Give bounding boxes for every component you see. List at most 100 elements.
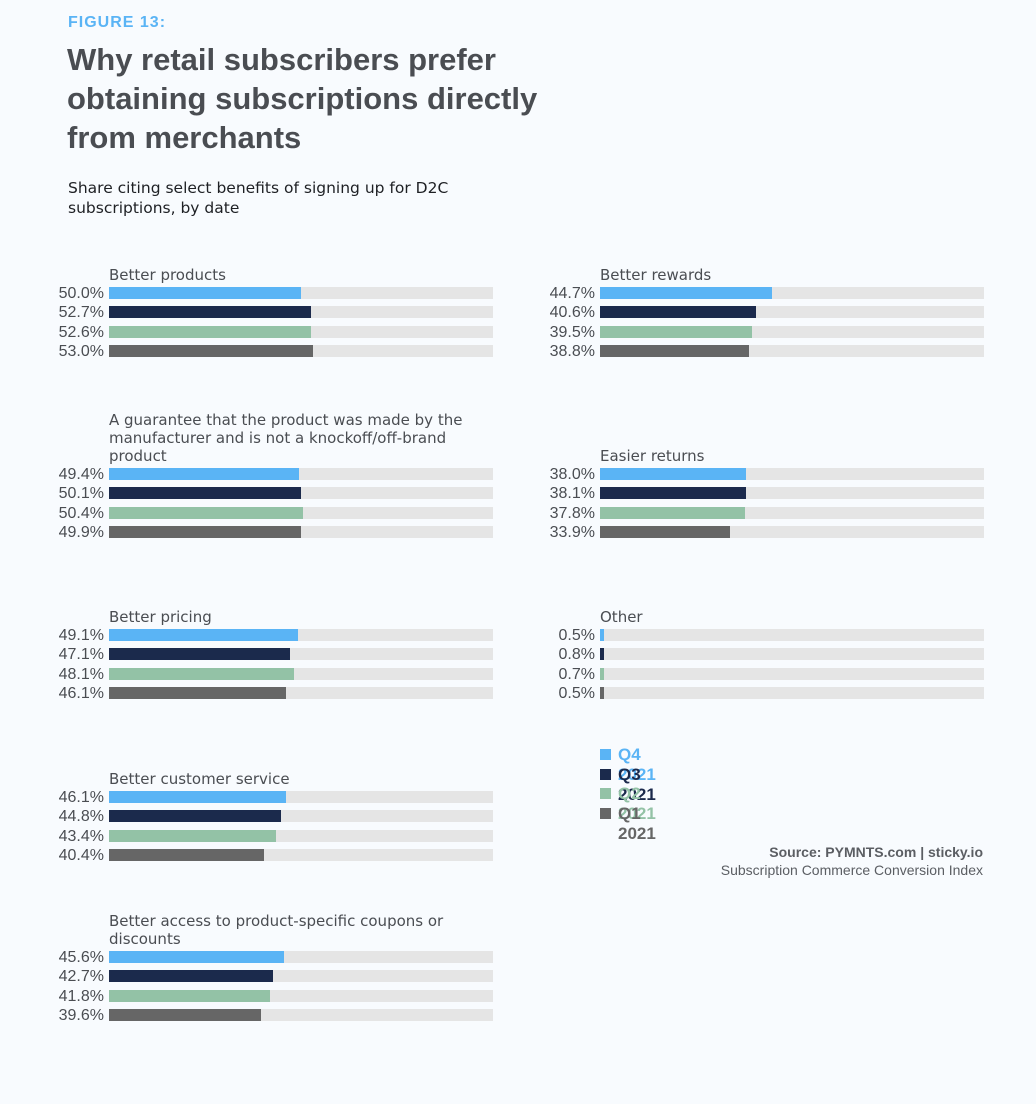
bar-track	[109, 287, 493, 299]
bar-row: 45.6%	[52, 948, 502, 967]
bar-track	[109, 525, 493, 538]
bar-row: 37.8%	[543, 504, 993, 523]
data-label: 40.6%	[549, 304, 595, 322]
data-label: 44.8%	[58, 808, 104, 826]
data-label: 53.0%	[58, 342, 104, 360]
bar-q3-2021	[109, 810, 282, 823]
source-line: Source: PYMNTS.com | sticky.io	[769, 844, 983, 860]
bar-track	[109, 810, 493, 823]
bar-track	[600, 525, 984, 538]
data-label: 52.7%	[58, 304, 104, 322]
bar-row: 38.1%	[543, 484, 993, 503]
bar-row: 0.5%	[543, 626, 993, 645]
data-label: 46.1%	[58, 789, 104, 806]
bar-row: 50.4%	[52, 504, 502, 523]
bar-q1-2021	[109, 686, 287, 699]
category-label: Better pricing	[109, 608, 212, 626]
data-label: 45.6%	[58, 949, 104, 966]
category-label: Better access to product-specific coupon…	[109, 912, 444, 948]
data-label: 33.9%	[549, 523, 595, 541]
bar-track	[600, 468, 984, 480]
bar-track	[600, 629, 984, 641]
category-label: Better customer service	[109, 770, 290, 788]
data-label: 49.9%	[58, 523, 104, 541]
category-label: Other	[600, 608, 643, 626]
bar-track	[600, 648, 984, 661]
data-label: 50.1%	[58, 485, 104, 503]
bar-row: 52.6%	[52, 323, 502, 342]
bar-track	[600, 306, 984, 319]
data-label: 50.0%	[58, 285, 104, 302]
bar-q1-2021	[109, 1008, 262, 1021]
data-label: 38.1%	[549, 485, 595, 503]
bar-track	[109, 667, 493, 680]
bar-q4-2021	[109, 287, 301, 299]
bar-q3-2021	[600, 648, 604, 661]
bar-q1-2021	[109, 525, 301, 538]
data-label: 47.1%	[58, 646, 104, 664]
bar-q4-2021	[109, 468, 299, 480]
data-label: 43.4%	[58, 827, 104, 845]
data-label: 50.4%	[58, 504, 104, 522]
bar-row: 39.6%	[52, 1006, 502, 1025]
bar-q1-2021	[600, 525, 731, 538]
bar-row: 46.1%	[52, 684, 502, 703]
bar-row: 52.7%	[52, 303, 502, 322]
bar-track	[109, 629, 493, 641]
bar-q4-2021	[109, 791, 287, 803]
bar-row: 47.1%	[52, 645, 502, 664]
bar-q1-2021	[600, 686, 604, 699]
bar-row: 38.0%	[543, 465, 993, 484]
bar-row: 33.9%	[543, 523, 993, 542]
bar-track	[109, 306, 493, 319]
bar-track	[600, 325, 984, 338]
bar-q2-2021	[600, 667, 604, 680]
bar-track	[109, 791, 493, 803]
data-label: 49.4%	[58, 466, 104, 483]
data-label: 0.5%	[558, 627, 595, 644]
bar-track	[600, 667, 984, 680]
data-label: 40.4%	[58, 846, 104, 864]
bar-q3-2021	[109, 487, 302, 500]
data-label: 48.1%	[58, 665, 104, 683]
bar-q1-2021	[600, 344, 749, 357]
bar-q2-2021	[109, 989, 270, 1002]
bar-q2-2021	[109, 667, 294, 680]
bar-track	[109, 487, 493, 500]
bar-q3-2021	[109, 648, 290, 661]
bar-track	[600, 487, 984, 500]
bar-q2-2021	[109, 325, 311, 338]
bar-row: 50.1%	[52, 484, 502, 503]
bar-row: 43.4%	[52, 827, 502, 846]
bar-q2-2021	[600, 325, 752, 338]
category-label: Easier returns	[600, 447, 705, 465]
bar-row: 44.8%	[52, 807, 502, 826]
bar-row: 53.0%	[52, 342, 502, 361]
bar-track	[600, 686, 984, 699]
bar-track	[109, 506, 493, 519]
bar-track	[109, 648, 493, 661]
bar-track	[109, 848, 493, 861]
data-label: 0.8%	[558, 646, 595, 664]
data-label: 49.1%	[58, 627, 104, 644]
bar-row: 48.1%	[52, 665, 502, 684]
bar-q4-2021	[600, 629, 604, 641]
data-label: 46.1%	[58, 684, 104, 702]
data-label: 0.5%	[558, 684, 595, 702]
legend-label: Q2 2021	[618, 784, 656, 823]
category-label: Better rewards	[600, 266, 712, 284]
data-label: 39.6%	[58, 1006, 104, 1024]
bar-q4-2021	[600, 287, 772, 299]
bar-row: 49.1%	[52, 626, 502, 645]
data-label: 39.5%	[549, 323, 595, 341]
bar-q1-2021	[109, 848, 265, 861]
bar-row: 50.0%	[52, 284, 502, 303]
legend-swatch	[600, 788, 611, 799]
bar-row: 44.7%	[543, 284, 993, 303]
bar-row: 41.8%	[52, 987, 502, 1006]
bar-row: 42.7%	[52, 967, 502, 986]
bar-track	[109, 989, 493, 1002]
legend-label: Q1 2021	[618, 803, 656, 843]
bar-q2-2021	[109, 506, 303, 519]
source-index: Subscription Commerce Conversion Index	[720, 862, 983, 878]
